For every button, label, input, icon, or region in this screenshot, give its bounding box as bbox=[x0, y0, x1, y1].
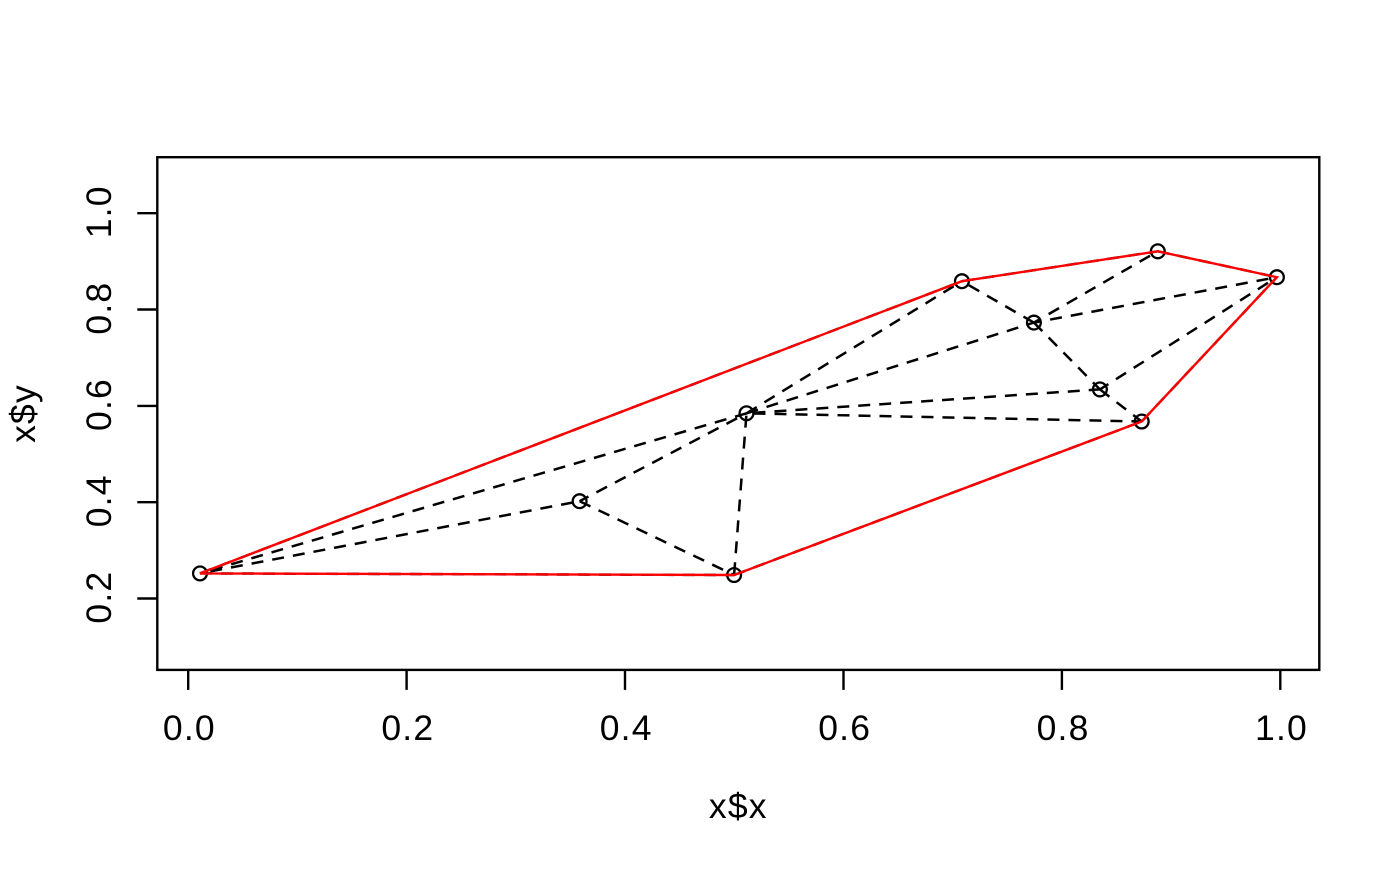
svg-text:1.0: 1.0 bbox=[79, 185, 119, 238]
svg-text:0.8: 0.8 bbox=[79, 282, 119, 335]
svg-text:0.6: 0.6 bbox=[79, 378, 119, 431]
svg-text:0.2: 0.2 bbox=[79, 571, 119, 624]
svg-text:0.6: 0.6 bbox=[818, 708, 871, 748]
svg-text:x$y: x$y bbox=[3, 384, 43, 443]
svg-text:0.4: 0.4 bbox=[79, 474, 119, 527]
svg-text:0.4: 0.4 bbox=[600, 708, 653, 748]
svg-text:0.2: 0.2 bbox=[381, 708, 434, 748]
svg-text:x$x: x$x bbox=[709, 786, 768, 826]
svg-text:0.0: 0.0 bbox=[163, 708, 216, 748]
svg-text:0.8: 0.8 bbox=[1037, 708, 1090, 748]
svg-text:1.0: 1.0 bbox=[1255, 708, 1308, 748]
